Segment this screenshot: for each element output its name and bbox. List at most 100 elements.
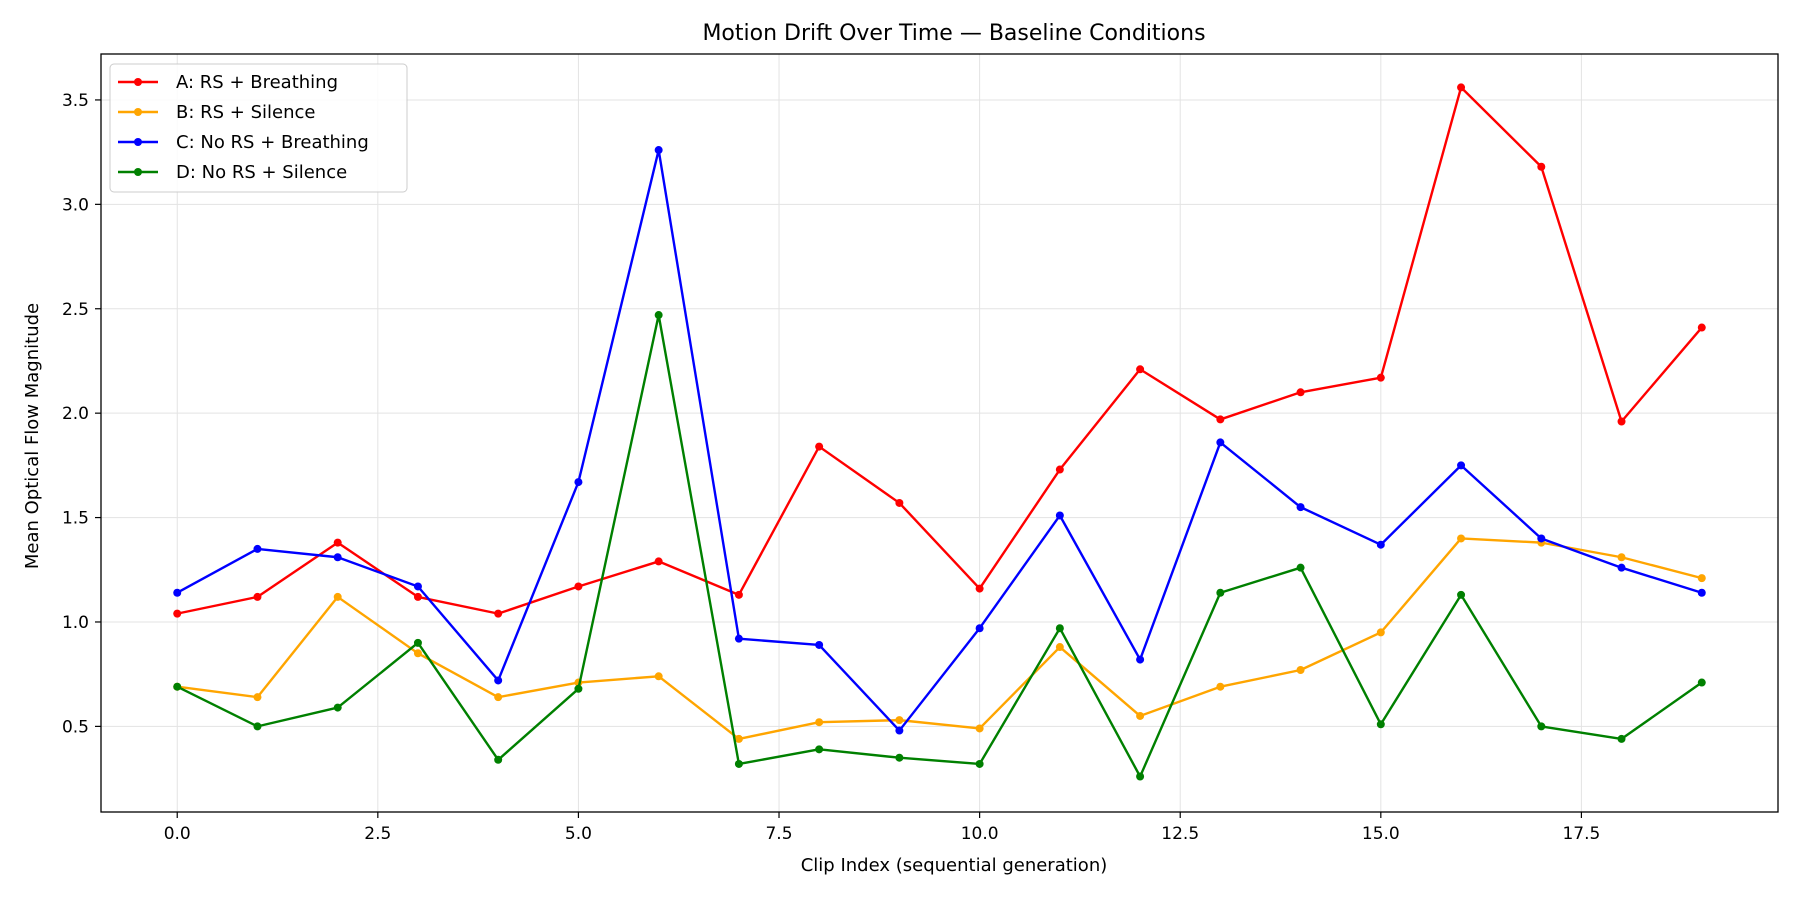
data-point	[815, 745, 824, 754]
data-point	[253, 722, 262, 731]
y-tick-label: 1.5	[62, 509, 89, 529]
x-tick-label: 5.0	[565, 824, 592, 844]
data-point	[333, 538, 342, 547]
y-tick-label: 3.0	[62, 195, 89, 215]
y-axis-label: Mean Optical Flow Magnitude	[22, 303, 43, 569]
data-point	[1537, 162, 1546, 171]
data-point	[734, 734, 743, 743]
legend: A: RS + Breathing B: RS + Silence C: No RS…	[109, 63, 408, 193]
legend-marker	[134, 108, 142, 116]
series-a-rs-breathing	[173, 83, 1706, 618]
data-point	[333, 592, 342, 601]
data-point	[1296, 388, 1305, 397]
x-tick-label: 2.5	[364, 824, 391, 844]
data-point	[1216, 682, 1225, 691]
data-point	[333, 703, 342, 712]
series-line	[176, 313, 1703, 778]
x-tick-label: 12.5	[1161, 824, 1199, 844]
x-axis-ticks: 0.0 2.5 5.0 7.5 10.0 12.5 15.0 17.5	[164, 812, 1600, 844]
y-tick-label: 2.5	[62, 300, 89, 320]
data-point	[253, 592, 262, 601]
data-point	[1055, 624, 1064, 633]
data-point	[815, 640, 824, 649]
data-point	[494, 693, 503, 702]
chart-title: Motion Drift Over Time — Baseline Condit…	[702, 21, 1205, 46]
data-point	[1617, 734, 1626, 743]
series-line	[176, 148, 1703, 732]
grid-lines	[101, 54, 1778, 812]
data-point	[494, 676, 503, 685]
data-point	[1136, 772, 1145, 781]
legend-label: C: No RS + Breathing	[176, 132, 369, 153]
data-point	[654, 311, 663, 320]
data-point	[895, 498, 904, 507]
plot-frame	[100, 53, 1779, 813]
data-point	[1296, 503, 1305, 512]
data-point	[1457, 534, 1466, 543]
data-point	[1537, 722, 1546, 731]
data-point	[895, 716, 904, 725]
data-point	[574, 478, 583, 487]
x-tick-label: 17.5	[1562, 824, 1600, 844]
series-d-no-rs-silence	[173, 311, 1706, 781]
data-point	[815, 718, 824, 727]
data-point	[1617, 417, 1626, 426]
data-point	[1697, 678, 1706, 687]
data-point	[1296, 666, 1305, 675]
data-point	[1457, 461, 1466, 470]
legend-marker	[134, 78, 142, 86]
y-tick-label: 1.0	[62, 613, 89, 633]
x-tick-label: 10.0	[961, 824, 999, 844]
legend-marker	[134, 138, 142, 146]
data-point	[574, 582, 583, 591]
legend-label: A: RS + Breathing	[176, 72, 338, 93]
y-tick-label: 2.0	[62, 404, 89, 424]
data-point	[1376, 373, 1385, 382]
data-point	[253, 693, 262, 702]
data-point	[1216, 415, 1225, 424]
data-point	[413, 592, 422, 601]
data-point	[253, 544, 262, 553]
data-point	[1457, 590, 1466, 599]
data-point	[494, 755, 503, 764]
data-point	[1055, 511, 1064, 520]
data-point	[895, 726, 904, 735]
data-point	[1697, 574, 1706, 583]
data-point	[1617, 563, 1626, 572]
data-point	[1136, 655, 1145, 664]
legend-item: D: No RS + Silence	[118, 162, 347, 183]
data-point	[654, 146, 663, 155]
data-point	[173, 682, 182, 691]
data-point	[895, 753, 904, 762]
data-point	[734, 590, 743, 599]
data-point	[815, 442, 824, 451]
data-point	[1055, 465, 1064, 474]
data-point	[975, 584, 984, 593]
legend-item: B: RS + Silence	[118, 102, 315, 123]
data-point	[654, 672, 663, 681]
data-point	[413, 582, 422, 591]
data-point	[574, 684, 583, 693]
data-point	[734, 759, 743, 768]
y-axis-ticks: 0.5 1.0 1.5 2.0 2.5 3.0 3.5	[62, 91, 101, 737]
data-point	[1216, 588, 1225, 597]
data-point	[975, 624, 984, 633]
data-point	[173, 609, 182, 618]
data-point	[734, 634, 743, 643]
x-tick-label: 0.0	[164, 824, 191, 844]
legend-box	[109, 63, 408, 193]
data-point	[1457, 83, 1466, 92]
legend-label: B: RS + Silence	[176, 102, 315, 123]
y-tick-label: 3.5	[62, 91, 89, 111]
data-series	[173, 83, 1706, 781]
series-c-no-rs-breathing	[173, 146, 1706, 735]
data-point	[1617, 553, 1626, 562]
legend-item: A: RS + Breathing	[118, 72, 338, 93]
x-tick-label: 7.5	[765, 824, 792, 844]
data-point	[1136, 711, 1145, 720]
data-point	[1296, 563, 1305, 572]
data-point	[1376, 720, 1385, 729]
data-point	[1055, 643, 1064, 652]
data-point	[1376, 628, 1385, 637]
